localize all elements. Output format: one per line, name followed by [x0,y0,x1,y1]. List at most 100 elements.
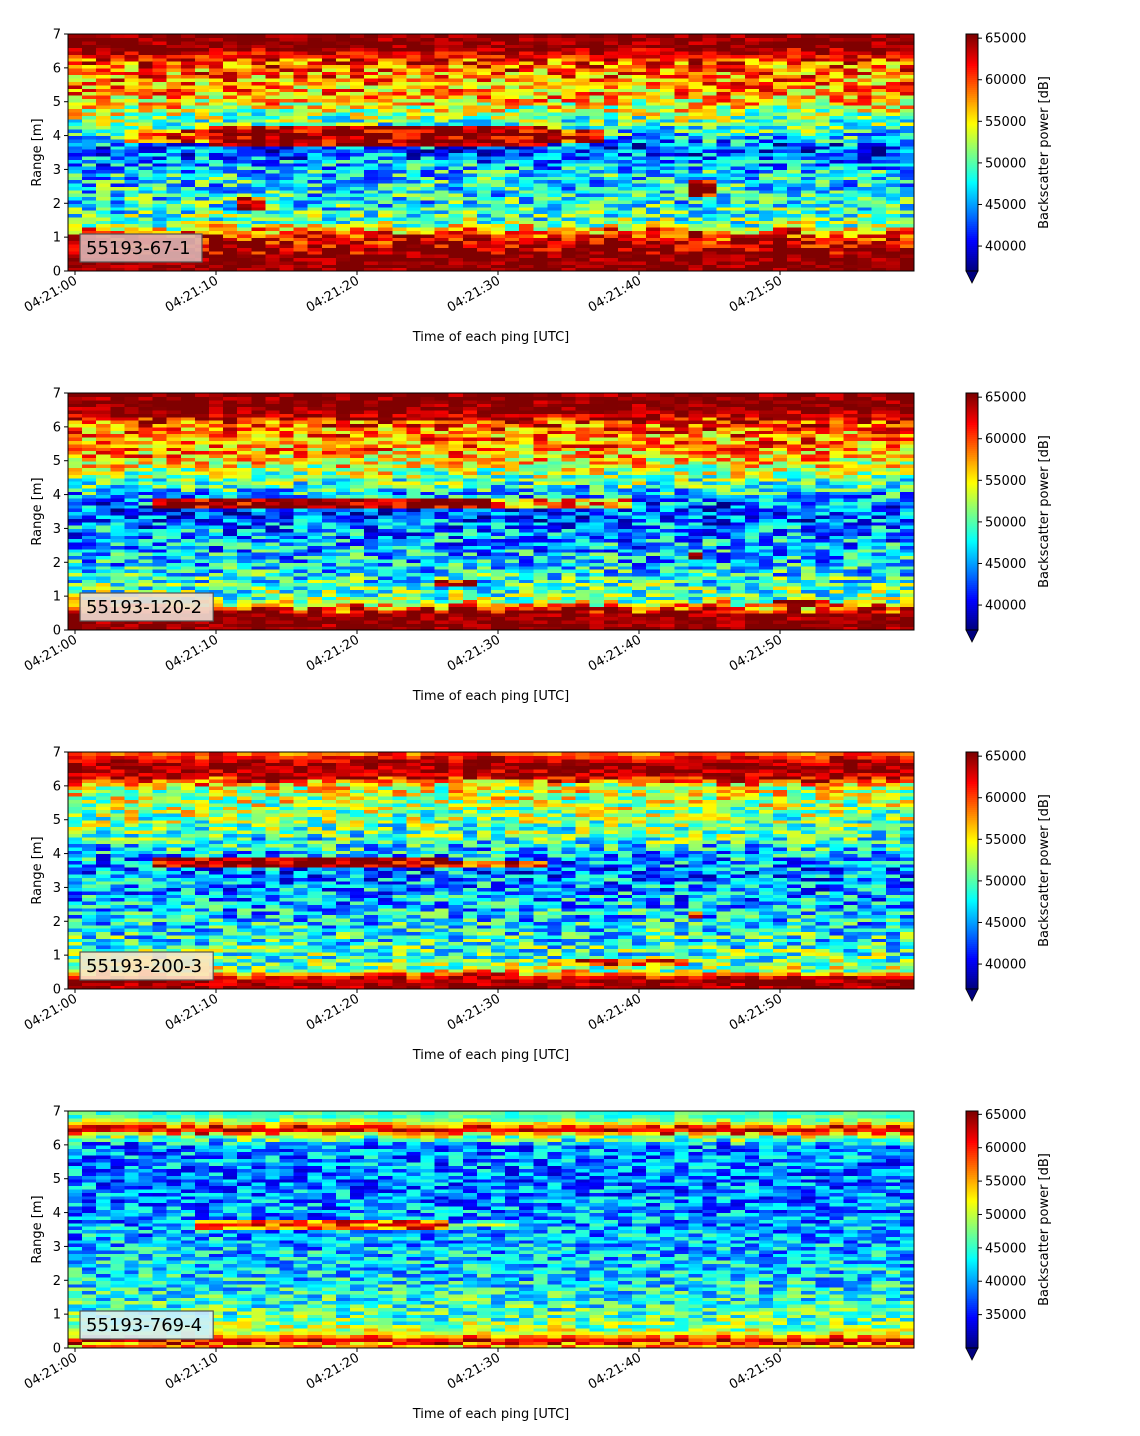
heatmap-cell [434,196,450,201]
heatmap-cell [180,182,196,187]
heatmap-cell [138,179,154,184]
heatmap-cell [237,152,252,157]
heatmap-cell [335,61,351,66]
heatmap-cell [124,267,140,272]
heatmap-cell [152,189,168,194]
heatmap-cell [420,247,436,252]
heatmap-cell [138,152,154,157]
heatmap-cell [180,115,196,120]
heatmap-cell [124,213,140,218]
heatmap-cell [420,216,436,221]
heatmap-cell [279,162,295,167]
heatmap-cell [350,98,365,103]
heatmap-cell [476,115,492,120]
heatmap-cell [82,101,97,106]
heatmap-cell [392,84,407,89]
heatmap-cell [124,206,140,211]
heatmap-cell [364,34,379,38]
heatmap-cell [279,189,295,194]
heatmap-cell [378,196,393,201]
heatmap-cell [82,47,97,52]
heatmap-cell [82,50,97,55]
heatmap-cell [223,44,238,49]
heatmap-cell [180,162,196,167]
heatmap-cell [307,247,323,252]
heatmap-cell [166,122,182,127]
heatmap-cell [279,216,295,221]
heatmap-cell [180,166,196,171]
heatmap-cell [166,135,182,140]
heatmap-cell [462,142,478,147]
heatmap-cell [378,240,393,245]
heatmap-cell [364,88,379,93]
heatmap-cell [462,122,478,127]
heatmap-cell [152,169,168,174]
heatmap-cell [138,54,154,59]
heatmap-cell [392,108,407,113]
heatmap-cell [378,213,393,218]
heatmap-cell [251,250,266,255]
heatmap-cell [138,78,154,82]
heatmap-cell [237,142,252,147]
heatmap-cell [138,91,154,96]
heatmap-cell [279,67,295,72]
colorbar-label: Backscatter power [dB] [1037,76,1052,229]
heatmap-cell [138,98,154,103]
heatmap-cell [420,50,436,55]
heatmap-cell [293,94,309,99]
heatmap-cell [364,47,379,52]
x-tick-label: 04:21:00 [22,273,80,315]
heatmap-cell [462,57,478,62]
heatmap-cell [420,145,436,150]
heatmap-cell [96,54,111,59]
heatmap-cell [124,159,140,164]
heatmap-cell [307,169,323,174]
heatmap-cell [251,264,266,269]
heatmap-cell [180,199,196,204]
heatmap-cell [96,37,111,42]
heatmap-cell [293,88,309,93]
heatmap-cell [293,108,309,113]
heatmap-cell [293,84,309,89]
heatmap-cell [209,243,224,248]
heatmap-cell [194,213,210,218]
heatmap-cell [237,145,252,150]
heatmap-cell [265,264,281,269]
heatmap-cell [293,47,309,52]
heatmap-cell [68,54,83,59]
heatmap-cell [462,108,478,113]
heatmap-cell [462,223,478,228]
heatmap-cell [476,189,492,194]
heatmap-cell [406,247,422,252]
heatmap-cell [265,237,281,242]
heatmap-cell [406,125,422,130]
heatmap-cell [251,172,266,177]
heatmap-cell [378,186,393,191]
heatmap-cell [251,220,266,225]
heatmap-cell [364,155,379,160]
heatmap-cell [406,108,422,113]
heatmap-cell [406,267,422,272]
heatmap-cell [335,166,351,171]
heatmap-cell [251,199,266,204]
heatmap-cell [209,105,224,110]
heatmap-cell [307,233,323,238]
heatmap-cell [180,132,196,137]
heatmap-cell [223,226,238,231]
heatmap-cell [251,149,266,154]
heatmap-cell [434,128,450,133]
heatmap-cell [96,125,111,130]
heatmap-cell [335,108,351,113]
heatmap-cell [392,254,407,259]
heatmap-cell [378,145,393,150]
y-axis-label: Range [m] [30,118,45,186]
heatmap-cell [420,71,436,76]
heatmap-cell [68,260,83,265]
heatmap-cell [476,257,492,262]
heatmap-cell [265,186,281,191]
heatmap-cell [350,71,365,76]
heatmap-cell [293,257,309,262]
heatmap-cell [364,172,379,177]
heatmap-cell [279,176,295,181]
heatmap-cell [321,193,337,198]
